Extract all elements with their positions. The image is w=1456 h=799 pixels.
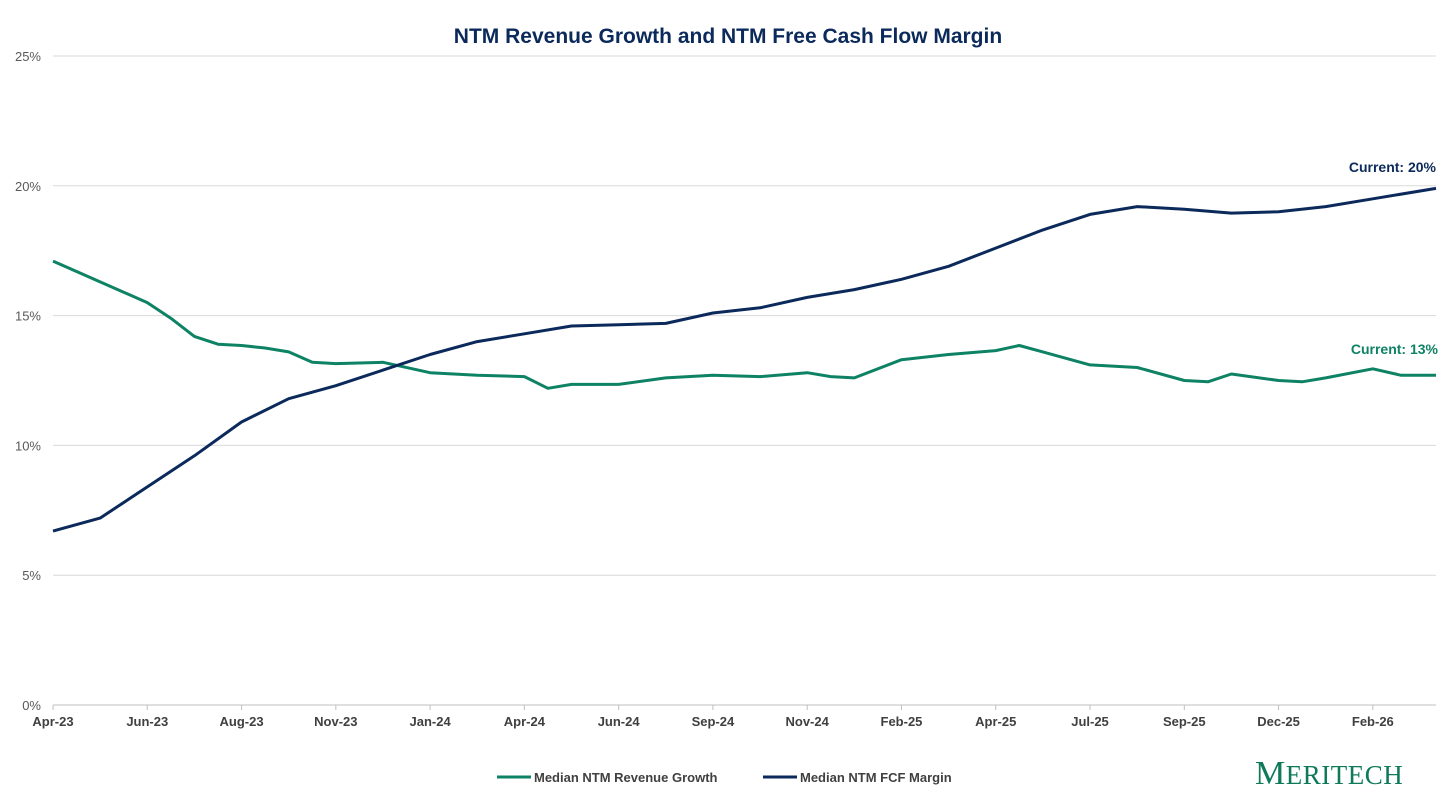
chart-title: NTM Revenue Growth and NTM Free Cash Flo… (454, 25, 1002, 48)
x-tick-label: Sep-24 (692, 714, 735, 729)
y-tick-label: 5% (22, 568, 41, 583)
y-tick-label: 0% (22, 698, 41, 713)
legend: Median NTM Revenue Growth Median NTM FCF… (497, 770, 952, 785)
legend-label-revenue: Median NTM Revenue Growth (534, 770, 718, 785)
x-tick-label: Jun-23 (126, 714, 168, 729)
legend-label-fcf: Median NTM FCF Margin (800, 770, 952, 785)
y-tick-label: 20% (15, 179, 41, 194)
x-tick-label: Apr-25 (975, 714, 1016, 729)
x-tick-label: Feb-25 (881, 714, 923, 729)
x-tick-label: Jul-25 (1071, 714, 1109, 729)
logo-initial: M (1255, 755, 1286, 792)
meritech-logo: MERITECH (1255, 755, 1403, 793)
x-tick-label: Jun-24 (598, 714, 641, 729)
series-lines (52, 186, 1437, 533)
x-tick-label: Jan-24 (409, 714, 451, 729)
x-tick-label: Apr-23 (32, 714, 73, 729)
y-tick-label: 25% (15, 49, 41, 64)
x-axis: Apr-23 Jun-23 Aug-23 Nov-23 Jan-24 Apr-24 Jun-… (32, 704, 1436, 729)
x-tick-label: Nov-24 (786, 714, 830, 729)
y-tick-label: 15% (15, 309, 41, 324)
y-axis: 0% 5% 10% 15% 20% 25% (15, 49, 41, 713)
logo-rest: ERITECH (1285, 760, 1404, 790)
y-tick-label: 10% (15, 438, 41, 453)
x-tick-label: Feb-26 (1352, 714, 1394, 729)
x-tick-label: Dec-25 (1257, 714, 1300, 729)
annotation-revenue-current: Current: 13% (1351, 341, 1439, 357)
annotation-fcf-current: Current: 20% (1349, 159, 1437, 175)
gridlines (53, 55, 1436, 706)
series-line-fcf (52, 186, 1437, 533)
x-tick-label: Apr-24 (504, 714, 546, 729)
series-line-revenue (52, 259, 1436, 390)
x-tick-label: Nov-23 (314, 714, 357, 729)
x-tick-label: Aug-23 (220, 714, 264, 729)
x-tick-label: Sep-25 (1163, 714, 1206, 729)
